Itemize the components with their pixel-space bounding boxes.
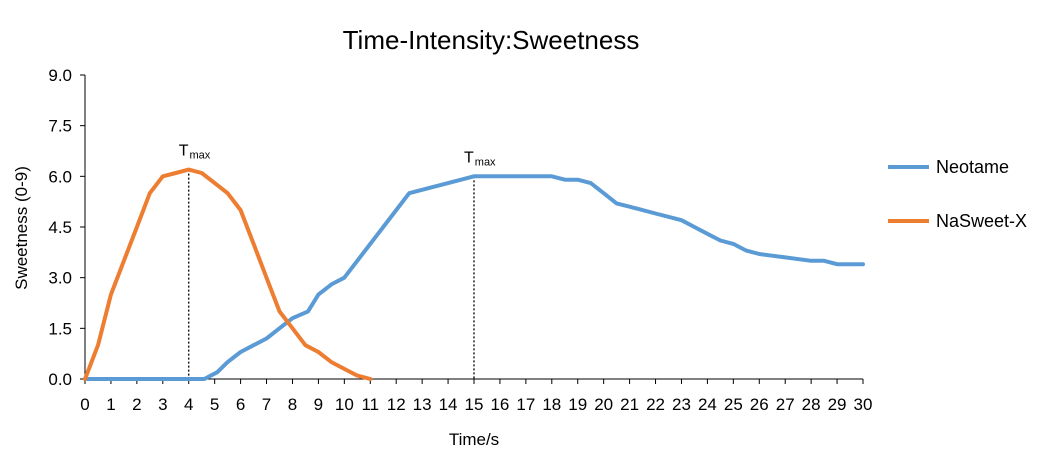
x-tick-label: 13 xyxy=(413,395,432,414)
tmax-label: Tmax xyxy=(179,143,211,162)
x-tick-label: 8 xyxy=(288,395,297,414)
tmax-label: Tmax xyxy=(464,149,496,168)
legend: Neotame NaSweet-X xyxy=(888,157,1027,231)
y-tick-label: 3.0 xyxy=(48,269,72,288)
x-tick-label: 19 xyxy=(568,395,587,414)
x-tick-label: 11 xyxy=(361,395,379,414)
x-tick-label: 1 xyxy=(106,395,115,414)
y-tick-label: 4.5 xyxy=(48,218,72,237)
legend-label-nasweet-x: NaSweet-X xyxy=(936,211,1027,231)
tmax-annotations: Tmax Tmax xyxy=(179,143,496,379)
y-tick-label: 0.0 xyxy=(48,370,72,389)
x-tick-label: 15 xyxy=(465,395,484,414)
x-axis-label: Time/s xyxy=(449,430,499,449)
x-tick-label: 27 xyxy=(776,395,795,414)
x-tick-label: 17 xyxy=(516,395,535,414)
x-tick-label: 6 xyxy=(236,395,245,414)
x-tick-label: 21 xyxy=(620,395,639,414)
x-tick-label: 9 xyxy=(314,395,323,414)
y-axis-label: Sweetness (0-9) xyxy=(12,166,31,290)
x-tick-label: 16 xyxy=(490,395,509,414)
x-tick-label: 5 xyxy=(210,395,219,414)
x-tick-label: 20 xyxy=(594,395,613,414)
x-tick-label: 30 xyxy=(854,395,873,414)
data-series xyxy=(83,167,865,381)
y-tick-label: 6.0 xyxy=(48,167,72,186)
legend-label-neotame: Neotame xyxy=(936,157,1009,177)
x-tick-label: 29 xyxy=(828,395,847,414)
y-tick-label: 9.0 xyxy=(48,66,72,85)
y-tick-label: 1.5 xyxy=(48,319,72,338)
x-tick-label: 4 xyxy=(184,395,193,414)
axes: 0.01.53.04.56.07.59.00 1 2 3 4 5 6 7 8 9 10 11 12 13 1… xyxy=(48,66,872,414)
x-tick-label: 2 xyxy=(132,395,141,414)
x-tick-label: 10 xyxy=(335,395,354,414)
x-tick-label: 18 xyxy=(542,395,561,414)
x-tick-label: 12 xyxy=(387,395,406,414)
x-tick-label: 7 xyxy=(262,395,271,414)
x-tick-label: 28 xyxy=(802,395,821,414)
series-line-neotame xyxy=(83,174,865,381)
x-tick-label: 14 xyxy=(439,395,458,414)
x-tick-label: 26 xyxy=(750,395,769,414)
x-tick-label: 22 xyxy=(646,395,665,414)
x-tick-label: 0 xyxy=(80,395,89,414)
x-tick-label: 23 xyxy=(672,395,691,414)
x-tick-label: 25 xyxy=(724,395,743,414)
chart-title: Time-Intensity:Sweetness xyxy=(343,25,640,55)
x-tick-label: 3 xyxy=(158,395,167,414)
y-tick-label: 7.5 xyxy=(48,117,72,136)
x-tick-label: 24 xyxy=(698,395,717,414)
series-line-nasweet-x xyxy=(83,167,373,381)
